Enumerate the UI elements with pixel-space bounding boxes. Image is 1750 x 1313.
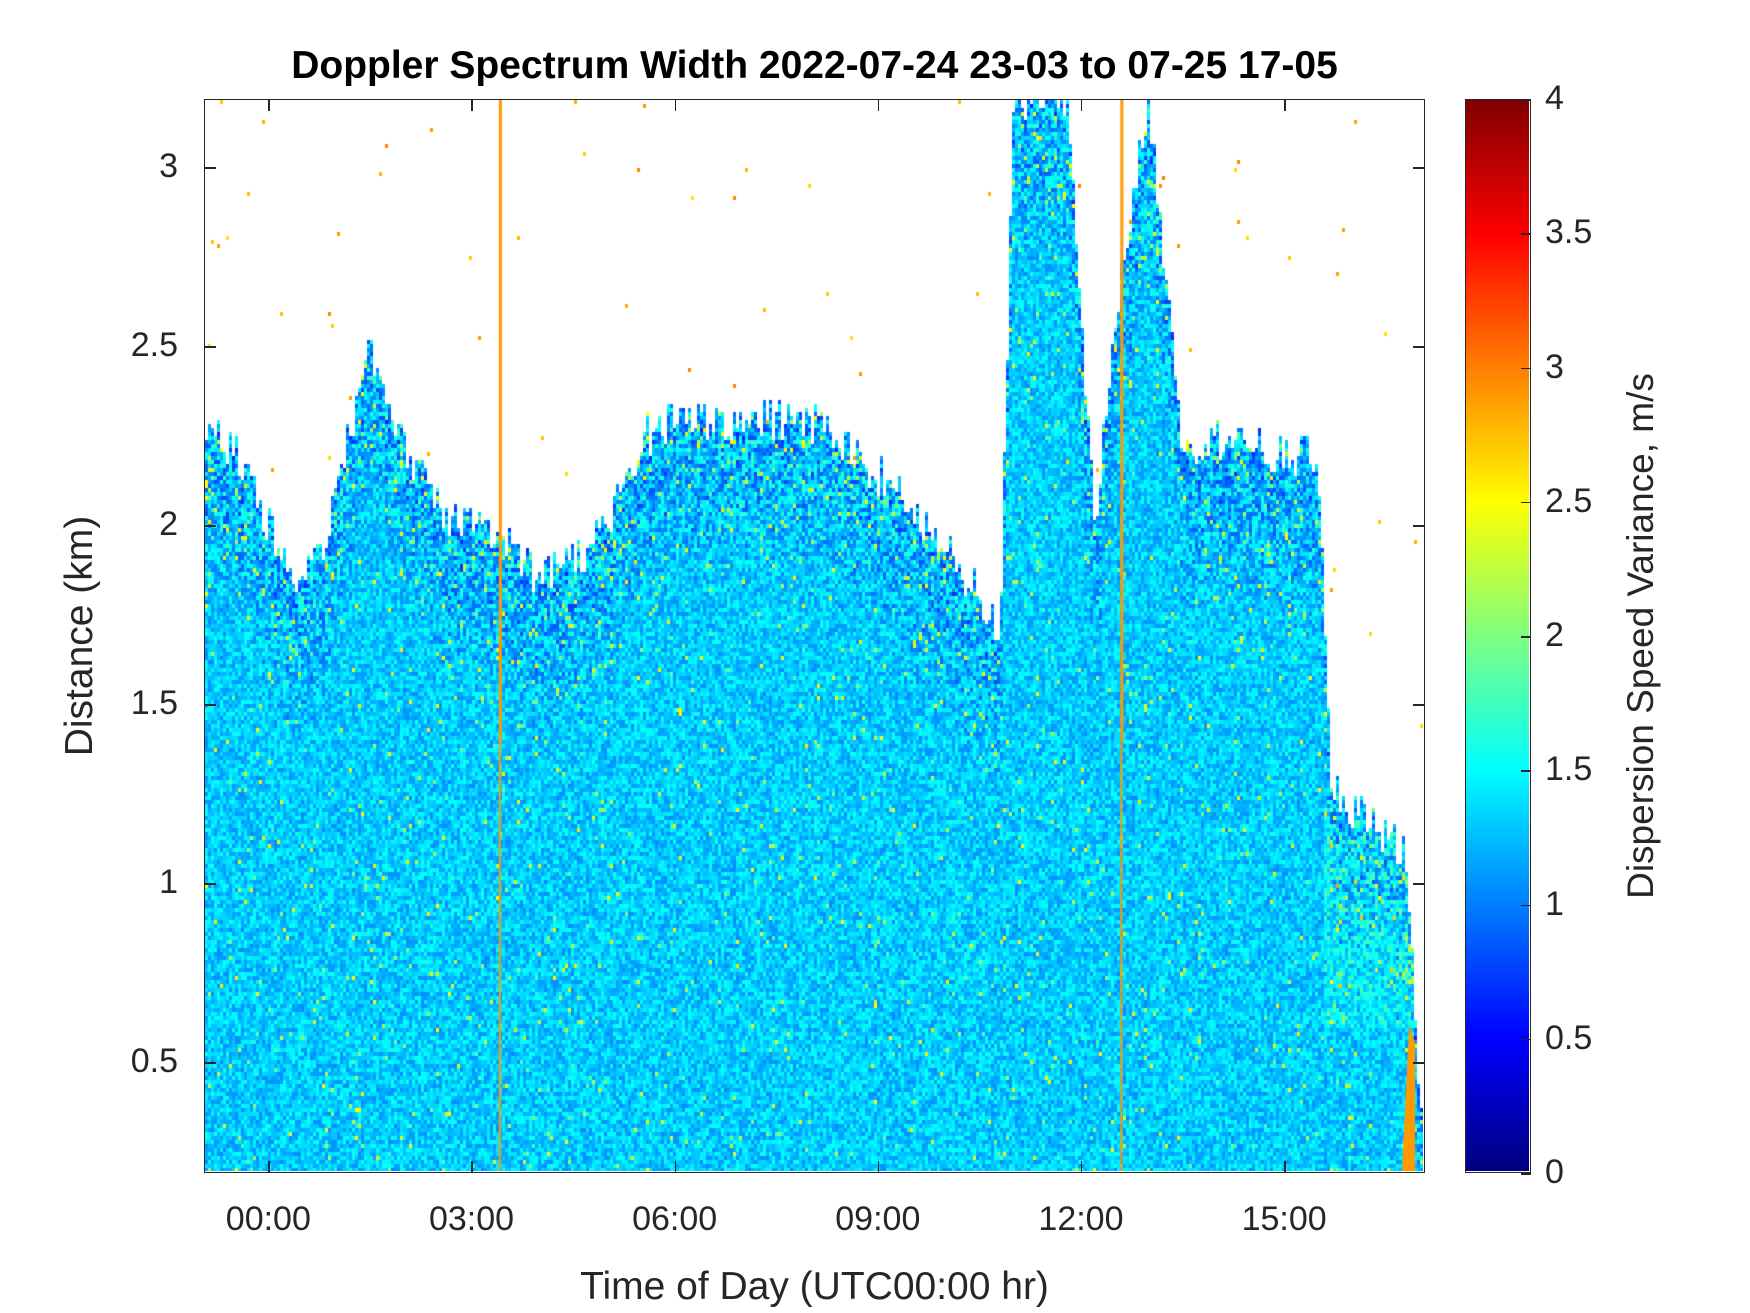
x-tick-mark bbox=[1284, 99, 1286, 111]
colorbar-tick-label: 3 bbox=[1545, 347, 1564, 386]
colorbar-tick-mark bbox=[1521, 367, 1531, 369]
x-tick-mark bbox=[1080, 1161, 1083, 1173]
heatmap-image bbox=[205, 100, 1423, 1171]
y-tick-mark bbox=[1413, 167, 1425, 169]
y-tick-mark bbox=[204, 883, 216, 885]
x-tick-mark bbox=[877, 99, 880, 111]
x-tick-mark bbox=[471, 1161, 473, 1173]
y-tick-mark bbox=[204, 704, 216, 706]
plot-area bbox=[204, 99, 1425, 1173]
colorbar-tick-label: 1.5 bbox=[1545, 750, 1593, 789]
y-tick-label: 0.5 bbox=[130, 1042, 178, 1081]
y-tick-label: 2.5 bbox=[130, 326, 178, 365]
colorbar-tick-label: 0 bbox=[1545, 1153, 1564, 1191]
colorbar-tick-mark bbox=[1521, 99, 1531, 101]
colorbar-tick-mark bbox=[1521, 1038, 1531, 1041]
colorbar-tick-mark bbox=[1521, 233, 1531, 235]
colorbar-tick-mark bbox=[1521, 904, 1531, 906]
colorbar-label: Dispersion Speed Variance, m/s bbox=[1620, 373, 1661, 899]
x-tick-label: 06:00 bbox=[632, 1200, 718, 1238]
x-tick-mark bbox=[471, 99, 473, 111]
colorbar-gradient bbox=[1466, 100, 1529, 1171]
x-tick-label: 03:00 bbox=[428, 1200, 515, 1238]
y-tick-mark bbox=[1413, 346, 1425, 348]
x-tick-label: 09:00 bbox=[835, 1200, 921, 1238]
x-tick-mark bbox=[1284, 1161, 1286, 1173]
y-tick-label: 2 bbox=[159, 505, 178, 544]
x-tick-mark bbox=[268, 1161, 270, 1173]
y-tick-mark bbox=[204, 525, 216, 527]
chart-title: Doppler Spectrum Width 2022-07-24 23-03 … bbox=[291, 44, 1338, 87]
y-tick-mark bbox=[1413, 883, 1425, 885]
x-axis-label: Time of Day (UTC00:00 hr) bbox=[580, 1265, 1049, 1308]
y-tick-mark bbox=[204, 167, 216, 169]
y-tick-mark bbox=[204, 1062, 216, 1064]
x-tick-label: 12:00 bbox=[1038, 1200, 1124, 1238]
colorbar-tick-mark bbox=[1521, 770, 1531, 772]
x-tick-label: 15:00 bbox=[1241, 1200, 1327, 1238]
y-tick-mark bbox=[204, 346, 216, 348]
x-tick-mark bbox=[877, 1161, 880, 1173]
colorbar-tick-label: 2 bbox=[1545, 616, 1564, 654]
colorbar-tick-label: 3.5 bbox=[1545, 213, 1593, 252]
x-tick-mark bbox=[268, 99, 270, 111]
colorbar-tick-mark bbox=[1521, 636, 1531, 638]
x-tick-mark bbox=[1080, 99, 1083, 111]
colorbar bbox=[1465, 99, 1531, 1173]
colorbar-tick-label: 2.5 bbox=[1545, 481, 1593, 520]
colorbar-tick-label: 1 bbox=[1545, 884, 1564, 923]
y-tick-label: 1 bbox=[159, 863, 178, 902]
y-tick-label: 3 bbox=[159, 147, 178, 186]
y-tick-mark bbox=[1413, 1062, 1425, 1064]
y-tick-mark bbox=[1413, 525, 1425, 527]
y-tick-label: 1.5 bbox=[130, 684, 178, 723]
colorbar-tick-mark bbox=[1521, 501, 1531, 504]
x-tick-mark bbox=[674, 1161, 677, 1173]
y-tick-mark bbox=[1413, 704, 1425, 706]
colorbar-tick-label: 4 bbox=[1545, 79, 1564, 117]
x-tick-label: 00:00 bbox=[225, 1200, 311, 1238]
colorbar-tick-mark bbox=[1521, 1173, 1531, 1175]
x-tick-mark bbox=[674, 99, 677, 111]
colorbar-tick-label: 0.5 bbox=[1545, 1018, 1593, 1057]
